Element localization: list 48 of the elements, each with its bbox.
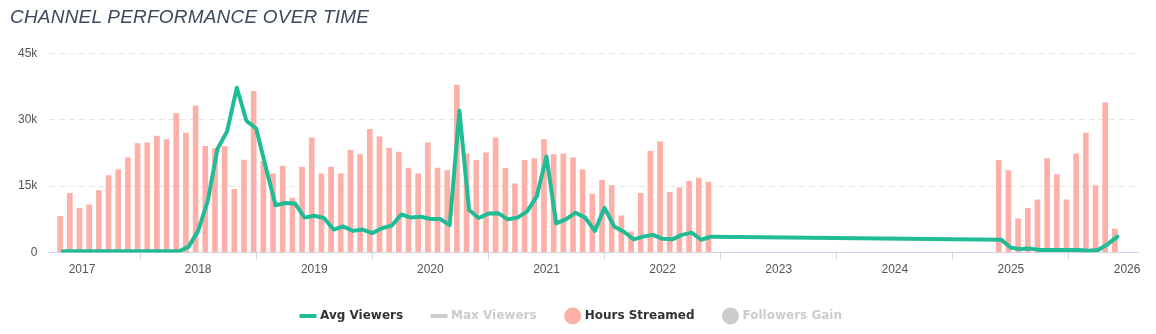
bar [425,142,431,253]
bar [57,215,63,253]
x-tick-label: 2022 [649,262,677,277]
bar [502,168,509,253]
bar [1102,102,1109,253]
bar [396,151,402,253]
bar [686,180,692,253]
bar [279,165,286,253]
x-tick-label: 2024 [881,262,909,277]
bar [483,152,489,253]
bar [570,157,576,253]
bar [328,166,334,253]
bar [666,192,673,253]
y-tick-label: 0 [30,244,38,259]
bar [337,173,344,253]
x-tick-label: 2017 [68,262,96,277]
bar [386,147,392,253]
x-tick-label: 2019 [300,262,328,277]
bar [579,169,586,253]
bar [531,158,538,253]
x-tick-label: 2021 [533,262,561,277]
bar [250,90,257,253]
bar [473,160,480,253]
legend-label: Avg Viewers [320,308,404,323]
bar [637,192,644,253]
x-tick-label: 2018 [184,262,212,277]
chart-title: CHANNEL PERFORMANCE OVER TIME [10,6,370,28]
bar [1024,207,1031,253]
y-tick-label: 45k [17,45,39,60]
y-tick-label: 30k [17,111,39,126]
bar [695,177,702,253]
x-tick-label: 2025 [997,262,1025,277]
bar [241,159,247,253]
bar [366,129,373,253]
y-tick-label: 15k [17,178,39,193]
x-tick-label: 2023 [765,262,793,277]
bar [308,137,315,253]
x-tick-label: 2026 [1113,262,1141,277]
bar [995,160,1002,253]
bar [415,173,422,253]
bar [183,132,189,253]
bar [299,166,305,253]
x-tick-label: 2020 [417,262,445,277]
legend-label: Hours Streamed [584,308,695,323]
bar [357,154,363,253]
bar [657,141,663,253]
bar [512,183,518,253]
bar [560,153,567,253]
